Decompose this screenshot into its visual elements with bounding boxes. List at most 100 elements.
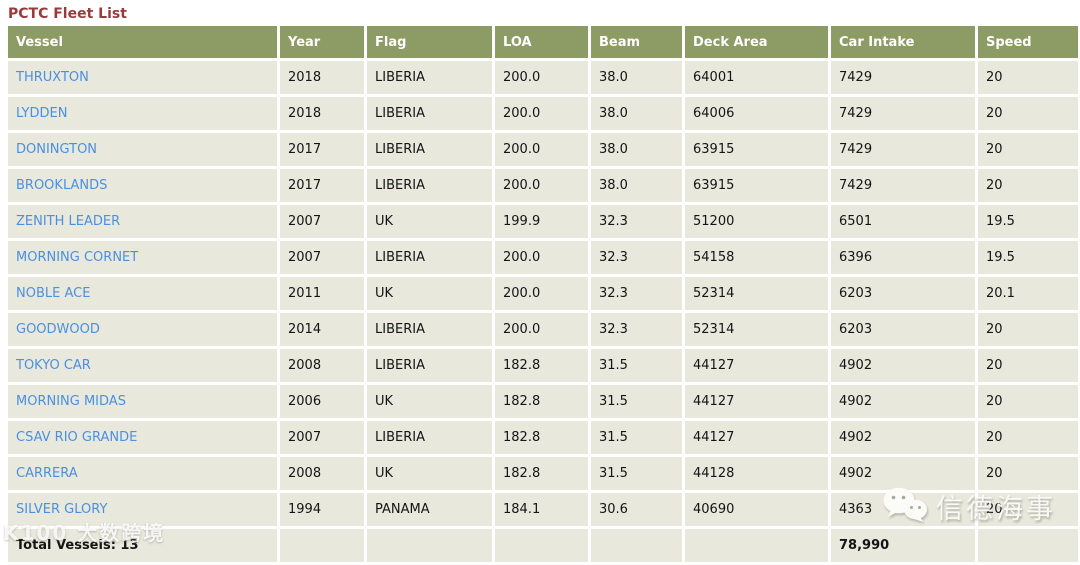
total-empty-cell	[367, 529, 492, 562]
table-row: ZENITH LEADER 2007 UK 199.9 32.3 51200 6501 19.…	[8, 205, 1078, 238]
table-row: MORNING CORNET 2007 LIBERIA 200.0 32.3 54158 6…	[8, 241, 1078, 274]
cell-flag: UK	[367, 457, 492, 490]
cell-year: 2007	[280, 421, 364, 454]
cell-year: 2017	[280, 133, 364, 166]
cell-deck-area: 64006	[685, 97, 828, 130]
total-empty-cell	[685, 529, 828, 562]
vessel-link[interactable]: ZENITH LEADER	[16, 214, 121, 229]
cell-vessel: DONINGTON	[8, 133, 277, 166]
table-row: THRUXTON 2018 LIBERIA 200.0 38.0 64001 7429 20	[8, 61, 1078, 94]
cell-flag: LIBERIA	[367, 133, 492, 166]
cell-speed: 19.5	[978, 205, 1078, 238]
cell-speed: 20	[978, 61, 1078, 94]
vessel-link[interactable]: BROOKLANDS	[16, 178, 108, 193]
cell-flag: LIBERIA	[367, 421, 492, 454]
cell-year: 2008	[280, 457, 364, 490]
cell-year: 2011	[280, 277, 364, 310]
cell-vessel: CSAV RIO GRANDE	[8, 421, 277, 454]
cell-vessel: TOKYO CAR	[8, 349, 277, 382]
cell-car-intake: 4363	[831, 493, 975, 526]
vessel-link[interactable]: THRUXTON	[16, 70, 89, 85]
table-row: BROOKLANDS 2017 LIBERIA 200.0 38.0 63915 7429 2…	[8, 169, 1078, 202]
cell-beam: 38.0	[591, 133, 682, 166]
cell-loa: 200.0	[495, 133, 588, 166]
cell-year: 2008	[280, 349, 364, 382]
cell-speed: 20	[978, 421, 1078, 454]
cell-deck-area: 64001	[685, 61, 828, 94]
table-row: TOKYO CAR 2008 LIBERIA 182.8 31.5 44127 4902 20	[8, 349, 1078, 382]
cell-car-intake: 7429	[831, 61, 975, 94]
cell-year: 2014	[280, 313, 364, 346]
cell-flag: LIBERIA	[367, 97, 492, 130]
cell-deck-area: 44127	[685, 385, 828, 418]
cell-beam: 32.3	[591, 277, 682, 310]
cell-loa: 199.9	[495, 205, 588, 238]
cell-loa: 200.0	[495, 61, 588, 94]
cell-deck-area: 40690	[685, 493, 828, 526]
table-row: MORNING MIDAS 2006 UK 182.8 31.5 44127 4902 20	[8, 385, 1078, 418]
vessel-link[interactable]: DONINGTON	[16, 142, 98, 157]
vessel-link[interactable]: SILVER GLORY	[16, 502, 108, 517]
cell-vessel: ZENITH LEADER	[8, 205, 277, 238]
total-empty-cell	[591, 529, 682, 562]
page-title: PCTC Fleet List	[8, 6, 127, 22]
vessel-link[interactable]: MORNING MIDAS	[16, 394, 126, 409]
vessel-link[interactable]: TOKYO CAR	[16, 358, 91, 373]
cell-flag: UK	[367, 385, 492, 418]
cell-flag: UK	[367, 277, 492, 310]
cell-car-intake: 6203	[831, 277, 975, 310]
cell-deck-area: 51200	[685, 205, 828, 238]
cell-year: 2007	[280, 205, 364, 238]
cell-deck-area: 52314	[685, 277, 828, 310]
cell-vessel: MORNING CORNET	[8, 241, 277, 274]
cell-deck-area: 52314	[685, 313, 828, 346]
total-empty-cell	[280, 529, 364, 562]
cell-loa: 200.0	[495, 313, 588, 346]
cell-car-intake: 4902	[831, 385, 975, 418]
column-header-speed: Speed	[978, 26, 1078, 58]
cell-deck-area: 54158	[685, 241, 828, 274]
cell-loa: 200.0	[495, 169, 588, 202]
cell-deck-area: 44128	[685, 457, 828, 490]
total-car-intake: 78,990	[831, 529, 975, 562]
table-row: LYDDEN 2018 LIBERIA 200.0 38.0 64006 7429 20	[8, 97, 1078, 130]
cell-beam: 31.5	[591, 349, 682, 382]
cell-beam: 38.0	[591, 97, 682, 130]
column-header-loa: LOA	[495, 26, 588, 58]
column-header-deck-area: Deck Area	[685, 26, 828, 58]
column-header-vessel: Vessel	[8, 26, 277, 58]
table-row: CARRERA 2008 UK 182.8 31.5 44128 4902 20	[8, 457, 1078, 490]
cell-vessel: NOBLE ACE	[8, 277, 277, 310]
cell-beam: 32.3	[591, 205, 682, 238]
cell-beam: 31.5	[591, 421, 682, 454]
vessel-link[interactable]: GOODWOOD	[16, 322, 100, 337]
table-row: SILVER GLORY 1994 PANAMA 184.1 30.6 40690 4363…	[8, 493, 1078, 526]
cell-flag: LIBERIA	[367, 169, 492, 202]
total-empty-cell	[495, 529, 588, 562]
cell-beam: 32.3	[591, 313, 682, 346]
cell-loa: 200.0	[495, 97, 588, 130]
cell-car-intake: 4902	[831, 349, 975, 382]
cell-flag: PANAMA	[367, 493, 492, 526]
vessel-link[interactable]: NOBLE ACE	[16, 286, 91, 301]
vessel-link[interactable]: CSAV RIO GRANDE	[16, 430, 138, 445]
cell-beam: 38.0	[591, 61, 682, 94]
cell-speed: 20	[978, 313, 1078, 346]
cell-loa: 182.8	[495, 349, 588, 382]
cell-flag: UK	[367, 205, 492, 238]
cell-year: 2018	[280, 97, 364, 130]
cell-deck-area: 63915	[685, 133, 828, 166]
cell-vessel: GOODWOOD	[8, 313, 277, 346]
vessel-link[interactable]: MORNING CORNET	[16, 250, 139, 265]
cell-flag: LIBERIA	[367, 313, 492, 346]
cell-vessel: BROOKLANDS	[8, 169, 277, 202]
vessel-link[interactable]: LYDDEN	[16, 106, 68, 121]
cell-speed: 20	[978, 97, 1078, 130]
cell-loa: 182.8	[495, 421, 588, 454]
cell-vessel: LYDDEN	[8, 97, 277, 130]
cell-loa: 200.0	[495, 241, 588, 274]
fleet-table-body: THRUXTON 2018 LIBERIA 200.0 38.0 64001 7429 20 L…	[8, 61, 1078, 526]
cell-car-intake: 6501	[831, 205, 975, 238]
column-header-beam: Beam	[591, 26, 682, 58]
vessel-link[interactable]: CARRERA	[16, 466, 78, 481]
